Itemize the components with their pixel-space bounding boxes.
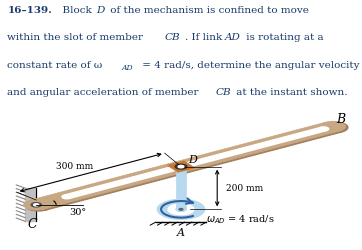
Text: $\omega_{AD}$ = 4 rad/s: $\omega_{AD}$ = 4 rad/s (206, 212, 275, 225)
Circle shape (24, 200, 49, 210)
Text: AD: AD (224, 33, 240, 42)
Circle shape (34, 204, 39, 206)
Polygon shape (29, 122, 340, 210)
Text: Block: Block (56, 6, 95, 15)
Circle shape (31, 203, 41, 207)
Text: at the instant shown.: at the instant shown. (233, 88, 348, 97)
Text: D: D (96, 6, 104, 15)
Polygon shape (31, 124, 342, 210)
Circle shape (26, 201, 51, 211)
Text: . If link: . If link (185, 33, 225, 42)
Text: 16–139.: 16–139. (7, 6, 52, 15)
Text: = 4 rad/s, determine the angular velocity: = 4 rad/s, determine the angular velocit… (139, 60, 360, 70)
Text: A: A (177, 227, 185, 237)
Text: constant rate of ω: constant rate of ω (7, 60, 102, 70)
Text: within the slot of member: within the slot of member (7, 33, 147, 42)
Text: CB: CB (215, 88, 231, 97)
Circle shape (323, 123, 348, 133)
Circle shape (157, 200, 205, 219)
Circle shape (179, 209, 183, 210)
Polygon shape (64, 128, 327, 199)
Text: AD: AD (121, 64, 133, 72)
Circle shape (177, 208, 185, 211)
Polygon shape (25, 188, 36, 222)
Polygon shape (167, 161, 195, 173)
Text: C: C (28, 217, 37, 230)
Circle shape (176, 165, 186, 169)
Text: B: B (337, 112, 346, 126)
Text: 300 mm: 300 mm (56, 161, 93, 170)
Circle shape (62, 195, 72, 199)
Text: is rotating at a: is rotating at a (243, 33, 323, 42)
Circle shape (178, 166, 184, 168)
Text: 200 mm: 200 mm (226, 184, 264, 193)
Circle shape (176, 207, 186, 212)
Text: CB: CB (165, 33, 180, 42)
Circle shape (320, 122, 346, 132)
Text: 30°: 30° (69, 207, 86, 216)
Text: of the mechanism is confined to move: of the mechanism is confined to move (107, 6, 309, 15)
Text: D: D (188, 154, 197, 164)
Circle shape (168, 204, 194, 215)
Text: and angular acceleration of member: and angular acceleration of member (7, 88, 202, 97)
Circle shape (319, 128, 329, 132)
Polygon shape (176, 167, 186, 210)
Circle shape (175, 164, 187, 169)
